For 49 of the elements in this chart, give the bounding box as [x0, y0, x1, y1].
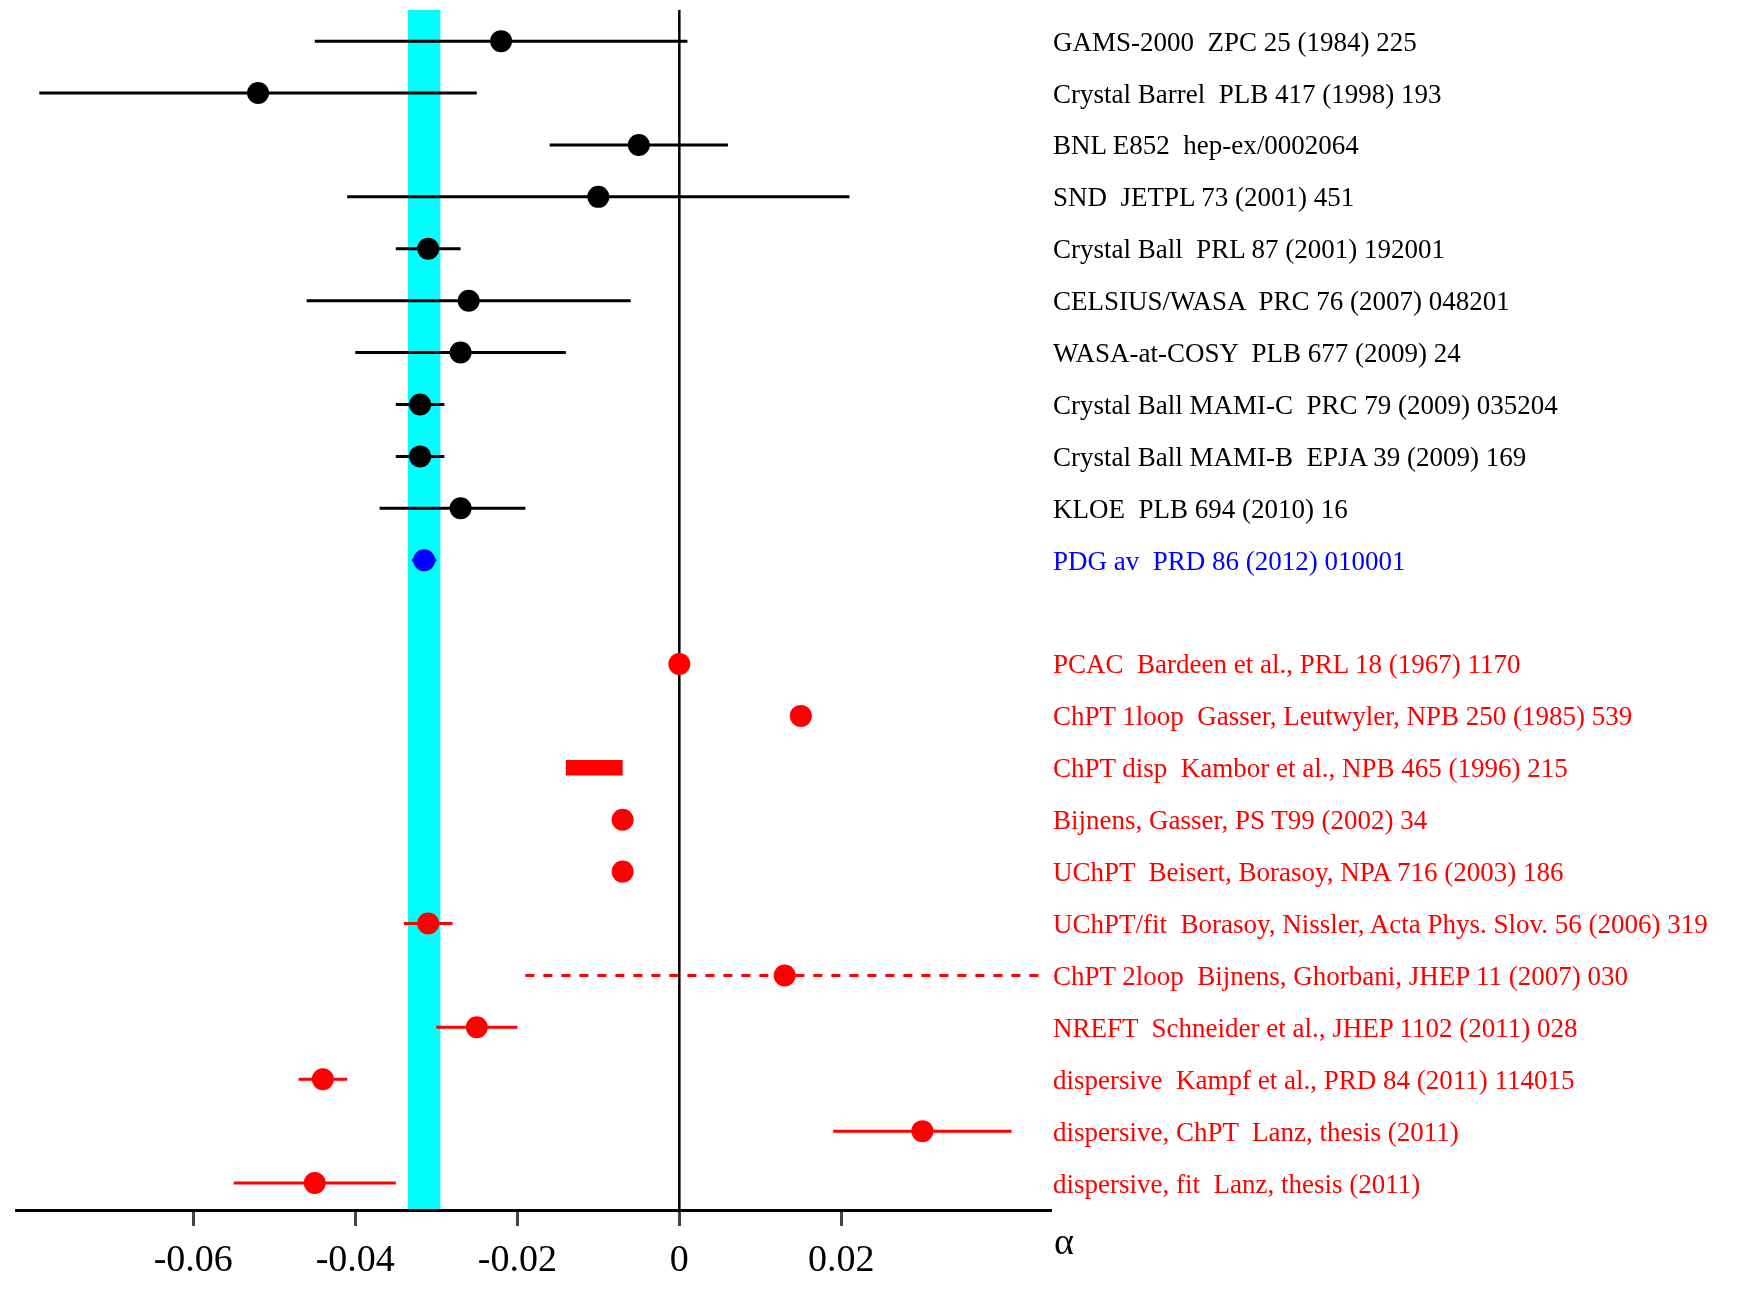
point: [303, 1172, 326, 1195]
y-tick-label: GAMS-2000 ZPC 25 (1984) 225: [1053, 26, 1417, 57]
x-tick-label: -0.06: [153, 1237, 233, 1280]
x-tick-label: -0.02: [477, 1237, 557, 1280]
point: [773, 964, 796, 987]
y-tick-label: ChPT 1loop Gasser, Leutwyler, NPB 250 (1985) 539: [1053, 701, 1633, 732]
y-tick-label: ChPT disp Kambor et al., NPB 465 (1996) 215: [1053, 753, 1568, 784]
point: [611, 808, 634, 831]
point: [417, 237, 440, 260]
point: [465, 1016, 488, 1039]
x-axis-title: α: [1054, 1220, 1074, 1262]
y-tick-label: Crystal Ball MAMI-C PRC 79 (2009) 035204: [1053, 389, 1559, 420]
y-tick-label: UChPT/fit Borasoy, Nissler, Acta Phys. Slov. 56 (2006) 319: [1053, 908, 1708, 939]
point: [911, 1120, 934, 1143]
point: [311, 1068, 334, 1091]
point: [409, 445, 432, 468]
point: [668, 653, 691, 675]
y-tick-label: dispersive Kampf et al., PRD 84 (2011) 114015: [1053, 1064, 1575, 1095]
point: [417, 912, 440, 935]
y-tick-label: PDG av PRD 86 (2012) 010001: [1053, 545, 1406, 576]
y-tick-label: Crystal Barrel PLB 417 (1998) 193: [1053, 78, 1442, 109]
point: [247, 82, 270, 105]
point: [449, 497, 472, 520]
point: [587, 185, 610, 208]
y-tick-label: Bijnens, Gasser, PS T99 (2002) 34: [1053, 805, 1428, 836]
point: [413, 549, 436, 572]
point: [490, 30, 513, 53]
point: [449, 341, 472, 364]
point: [611, 860, 634, 883]
y-tick-label: PCAC Bardeen et al., PRL 18 (1967) 1170: [1053, 649, 1521, 680]
y-tick-label: BNL E852 hep-ex/0002064: [1053, 130, 1360, 161]
point: [409, 393, 432, 416]
y-tick-label: dispersive, fit Lanz, thesis (2011): [1053, 1168, 1421, 1199]
x-tick-label: -0.04: [315, 1237, 395, 1280]
point: [789, 704, 812, 727]
y-tick-label: Crystal Ball MAMI-B EPJA 39 (2009) 169: [1053, 441, 1527, 472]
y-tick-label: NREFT Schneider et al., JHEP 1102 (2011) 028: [1053, 1012, 1578, 1043]
y-tick-label: dispersive, ChPT Lanz, thesis (2011): [1053, 1116, 1459, 1147]
y-tick-label: Crystal Ball PRL 87 (2001) 192001: [1053, 234, 1445, 265]
y-tick-label: SND JETPL 73 (2001) 451: [1053, 182, 1355, 213]
y-tick-label: WASA-at-COSY PLB 677 (2009) 24: [1053, 338, 1462, 369]
x-tick-label: 0: [669, 1237, 689, 1280]
x-tick-label: 0.02: [808, 1237, 875, 1280]
y-tick-label: CELSIUS/WASA PRC 76 (2007) 048201: [1053, 286, 1510, 317]
y-tick-label: ChPT 2loop Bijnens, Ghorbani, JHEP 11 (2007) 030: [1053, 960, 1629, 991]
point: [457, 289, 480, 312]
y-tick-label: UChPT Beisert, Borasoy, NPA 716 (2003) 186: [1053, 857, 1564, 888]
point: [627, 133, 650, 156]
y-tick-label: KLOE PLB 694 (2010) 16: [1053, 493, 1348, 524]
